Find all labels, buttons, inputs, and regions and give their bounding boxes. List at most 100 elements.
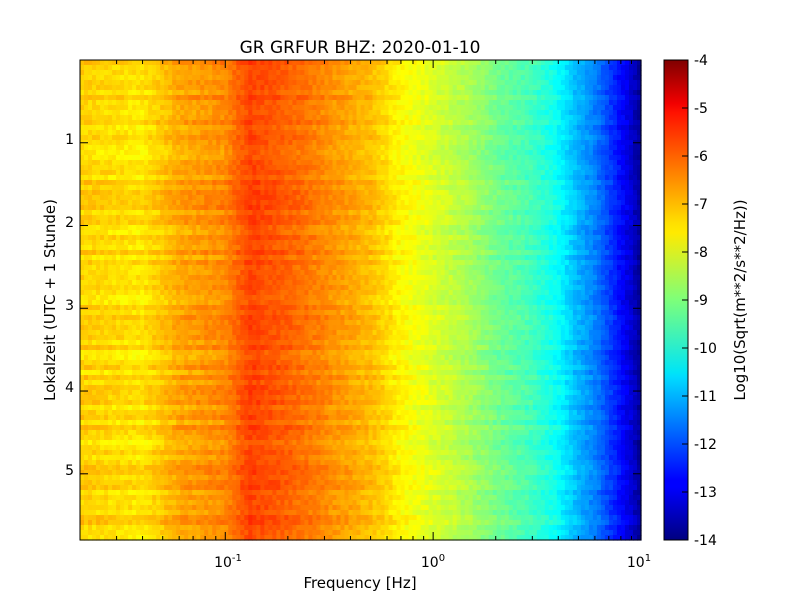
heatmap-cell	[108, 70, 113, 76]
heatmap-cell	[416, 85, 422, 91]
heatmap-cell	[328, 160, 334, 166]
heatmap-cell	[472, 125, 478, 131]
heatmap-cell	[80, 115, 85, 121]
heatmap-cell	[128, 115, 133, 121]
heatmap-cell	[160, 85, 165, 91]
heatmap-cell	[404, 155, 410, 161]
heatmap-cell	[132, 190, 137, 196]
heatmap-cell	[440, 100, 446, 106]
heatmap-cell	[148, 165, 153, 171]
heatmap-cell	[360, 150, 366, 156]
heatmap-cell	[476, 185, 482, 191]
heatmap-cell	[292, 60, 297, 66]
heatmap-cell	[160, 150, 165, 156]
heatmap-cell	[480, 205, 486, 211]
heatmap-cell	[456, 165, 462, 171]
heatmap-cell	[184, 110, 189, 116]
heatmap-cell	[340, 110, 346, 116]
heatmap-cell	[604, 60, 610, 66]
heatmap-cell	[140, 200, 145, 206]
heatmap-cell	[304, 140, 310, 146]
heatmap-cell	[604, 90, 610, 96]
heatmap-cell	[92, 105, 97, 111]
heatmap-cell	[80, 170, 85, 176]
heatmap-cell	[224, 85, 229, 91]
heatmap-cell	[348, 175, 354, 181]
heatmap-cell	[540, 70, 546, 76]
heatmap-cell	[516, 195, 522, 201]
heatmap-cell	[276, 75, 281, 81]
heatmap-cell	[408, 215, 414, 221]
heatmap-cell	[144, 160, 149, 166]
heatmap-cell	[380, 60, 386, 66]
heatmap-cell	[592, 170, 598, 176]
heatmap-cell	[412, 120, 418, 126]
heatmap-cell	[588, 170, 594, 176]
heatmap-cell	[532, 130, 538, 136]
heatmap-cell	[560, 95, 566, 101]
heatmap-cell	[220, 210, 225, 216]
heatmap-cell	[496, 230, 502, 236]
heatmap-cell	[248, 160, 253, 166]
heatmap-cell	[304, 110, 310, 116]
heatmap-cell	[284, 130, 289, 136]
heatmap-cell	[408, 130, 414, 136]
heatmap-cell	[524, 130, 530, 136]
heatmap-cell	[580, 160, 586, 166]
heatmap-cell	[92, 70, 97, 76]
heatmap-cell	[108, 225, 113, 231]
heatmap-cell	[636, 220, 642, 226]
heatmap-cell	[176, 130, 181, 136]
heatmap-cell	[608, 170, 614, 176]
heatmap-cell	[340, 185, 346, 191]
heatmap-cell	[580, 125, 586, 131]
heatmap-cell	[452, 130, 458, 136]
heatmap-cell	[280, 185, 285, 191]
heatmap-cell	[388, 175, 394, 181]
heatmap-cell	[80, 90, 85, 96]
heatmap-cell	[116, 150, 121, 156]
heatmap-cell	[152, 190, 157, 196]
heatmap-cell	[368, 195, 374, 201]
heatmap-cell	[536, 135, 542, 141]
heatmap-cell	[256, 130, 261, 136]
heatmap-cell	[152, 195, 157, 201]
heatmap-cell	[280, 155, 285, 161]
heatmap-cell	[176, 225, 181, 231]
heatmap-cell	[396, 220, 402, 226]
heatmap-cell	[604, 65, 610, 71]
heatmap-cell	[276, 235, 281, 241]
heatmap-cell	[460, 115, 466, 121]
heatmap-cell	[536, 100, 542, 106]
heatmap-cell	[604, 70, 610, 76]
heatmap-cell	[212, 225, 217, 231]
heatmap-cell	[476, 180, 482, 186]
heatmap-cell	[524, 190, 530, 196]
heatmap-cell	[612, 145, 618, 151]
heatmap-cell	[588, 70, 594, 76]
heatmap-cell	[548, 205, 554, 211]
heatmap-cell	[200, 140, 205, 146]
heatmap-cell	[380, 70, 386, 76]
heatmap-cell	[544, 225, 550, 231]
heatmap-cell	[444, 195, 450, 201]
heatmap-cell	[232, 145, 237, 151]
heatmap-cell	[88, 130, 93, 136]
heatmap-cell	[520, 95, 526, 101]
heatmap-cell	[184, 145, 189, 151]
heatmap-cell	[452, 230, 458, 236]
heatmap-cell	[464, 165, 470, 171]
heatmap-cell	[212, 185, 217, 191]
heatmap-cell	[224, 155, 229, 161]
heatmap-cell	[612, 65, 618, 71]
heatmap-cell	[88, 160, 93, 166]
heatmap-cell	[432, 130, 438, 136]
heatmap-cell	[340, 230, 346, 236]
heatmap-cell	[264, 205, 269, 211]
heatmap-cell	[376, 225, 382, 231]
heatmap-cell	[404, 185, 410, 191]
heatmap-cell	[460, 140, 466, 146]
heatmap-cell	[324, 60, 330, 66]
heatmap-cell	[124, 155, 129, 161]
heatmap-cell	[556, 100, 562, 106]
